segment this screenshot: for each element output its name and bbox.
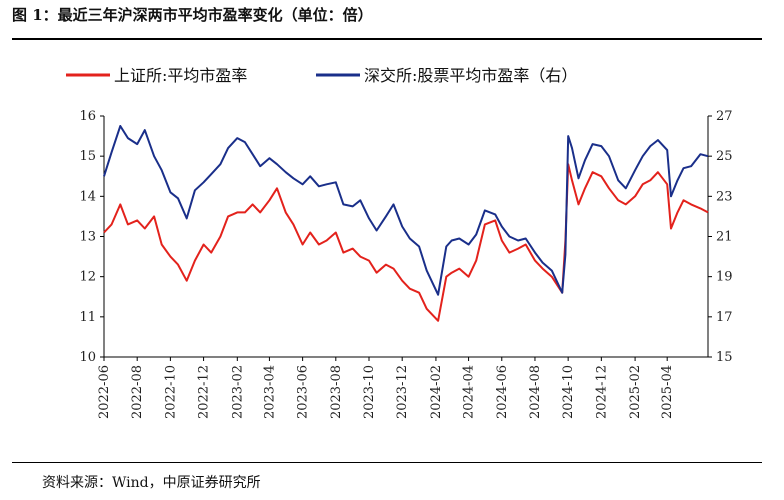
x-tick-label: 2022-10 [163, 365, 178, 419]
bottom-rule [12, 462, 762, 463]
y-right-tick-label: 19 [716, 270, 733, 285]
y-right-tick-label: 17 [716, 310, 733, 325]
y-left-tick-label: 13 [79, 230, 96, 245]
x-tick-label: 2024-08 [528, 365, 543, 419]
y-right-tick-label: 27 [716, 109, 733, 124]
x-tick-label: 2023-10 [362, 365, 377, 419]
figure-title: 图 1：最近三年沪深两市平均市盈率变化（单位：倍） [12, 6, 373, 24]
y-right-tick-label: 25 [716, 149, 733, 164]
series-line-sz [103, 125, 709, 296]
x-tick-label: 2025-04 [660, 365, 675, 419]
y-left-tick-label: 16 [79, 109, 96, 124]
y-right-tick-label: 15 [716, 350, 733, 365]
x-tick-label: 2024-10 [561, 365, 576, 419]
x-tick-label: 2023-12 [395, 365, 410, 419]
y-right-tick-label: 21 [716, 230, 733, 245]
x-tick-label: 2022-12 [197, 365, 212, 419]
y-left-tick-label: 11 [79, 310, 96, 325]
x-tick-label: 2024-04 [462, 365, 477, 419]
x-tick-label: 2023-08 [329, 365, 344, 419]
x-tick-label: 2025-02 [628, 365, 643, 419]
legend-label-sz: 深交所:股票平均市盈率（右） [364, 66, 577, 85]
x-tick-label: 2024-02 [429, 365, 444, 419]
x-tick-label: 2022-06 [97, 365, 112, 419]
x-tick-label: 2023-06 [296, 365, 311, 419]
y-left-tick-label: 14 [79, 189, 96, 204]
legend-label-sh: 上证所:平均市盈率 [114, 66, 247, 85]
series-line-sh [103, 163, 709, 322]
x-tick-label: 2022-08 [130, 365, 145, 419]
y-right-tick-label: 23 [716, 189, 733, 204]
x-tick-label: 2024-06 [495, 365, 510, 419]
x-tick-label: 2023-02 [230, 365, 245, 419]
x-tick-label: 2024-12 [594, 365, 609, 419]
source-note: 资料来源：Wind，中原证券研究所 [42, 475, 261, 491]
top-rule [12, 38, 762, 40]
y-left-tick-label: 10 [79, 350, 96, 365]
x-tick-label: 2023-04 [262, 365, 277, 419]
y-left-tick-label: 15 [79, 149, 96, 164]
y-left-tick-label: 12 [79, 270, 96, 285]
